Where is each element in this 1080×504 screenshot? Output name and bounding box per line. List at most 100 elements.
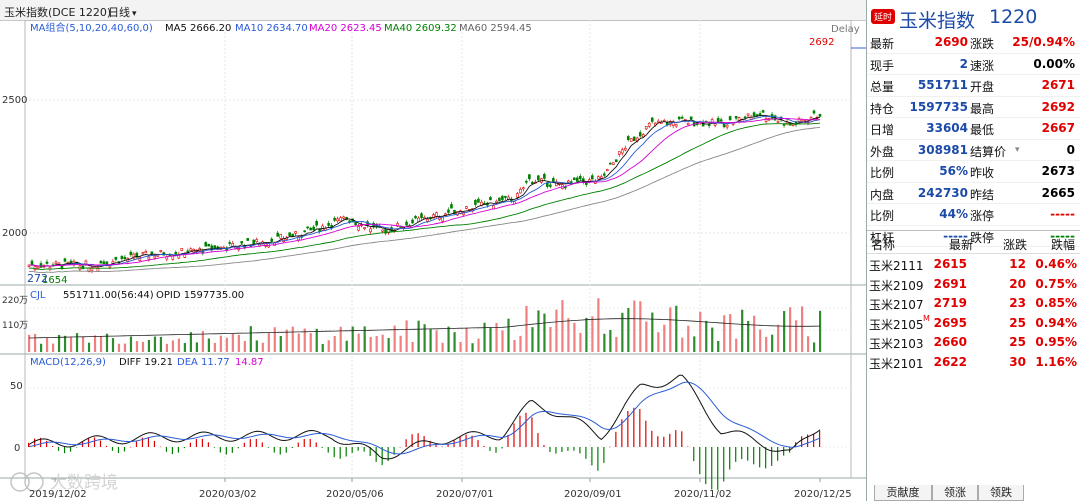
- quote-row: 日增 33604 最低 2667: [867, 118, 1080, 140]
- volume-bar: [807, 336, 810, 352]
- candle-body: [650, 117, 654, 122]
- macd-bar: [183, 447, 186, 449]
- quote-label: 日增: [870, 123, 895, 137]
- col-name[interactable]: 名称: [871, 238, 896, 252]
- bottom-tabs: 贡献度 领涨 领跌: [866, 485, 1080, 501]
- macd-bar: [39, 437, 42, 447]
- volume-bar: [795, 320, 798, 352]
- macd-bar: [447, 444, 449, 447]
- volume-bar: [261, 342, 264, 352]
- quote-value: 0: [1066, 142, 1075, 157]
- ma-legend: MA组合(5,10,20,40,60,0) MA5 2666.20 MA10 2…: [30, 21, 532, 34]
- contract-row[interactable]: 玉米2103 2660 25 0.95%: [867, 332, 1080, 352]
- price-panel: [24, 19, 852, 286]
- macd-bar: [669, 433, 671, 447]
- contract-row[interactable]: 玉米2101 2622 30 1.16%: [867, 352, 1080, 372]
- candle-body: [102, 261, 106, 265]
- tab-leading-down[interactable]: 领跌: [978, 485, 1024, 501]
- macd-bar: [285, 447, 287, 453]
- tab-contribution[interactable]: 贡献度: [874, 485, 932, 501]
- tab-leading-up[interactable]: 领涨: [932, 485, 978, 501]
- contract-name: 玉米2101: [869, 356, 924, 371]
- contract-row[interactable]: 玉米2111 2615 12 0.46%: [867, 254, 1080, 274]
- macd-bar: [189, 442, 191, 447]
- candle-body: [465, 206, 468, 209]
- volume-bar: [819, 310, 822, 352]
- candle-body: [231, 242, 235, 247]
- col-last[interactable]: 最新: [949, 238, 974, 252]
- candle-body: [336, 218, 339, 222]
- volume-bar: [525, 305, 528, 352]
- candle-body: [339, 217, 342, 222]
- volume-label[interactable]: CJL: [30, 290, 46, 301]
- quote-value: 242730: [917, 185, 968, 200]
- macd-bar: [555, 447, 557, 454]
- macd-tick-0: 0: [14, 443, 20, 454]
- macd-bar: [411, 434, 413, 447]
- quote-value: 33604: [926, 121, 968, 135]
- macd-bar: [363, 447, 365, 452]
- candle-body: [306, 226, 309, 229]
- contract-row[interactable]: 玉米2105 M 2695 25 0.94%: [867, 313, 1080, 333]
- candle-body: [734, 116, 738, 119]
- volume-bar: [507, 318, 510, 352]
- contract-row[interactable]: 玉米2109 2691 20 0.75%: [867, 274, 1080, 294]
- contract-row[interactable]: 玉米2107 2719 23 0.85%: [867, 293, 1080, 313]
- quote-value: 308981: [917, 142, 968, 157]
- col-pct[interactable]: 跌幅: [1051, 238, 1076, 252]
- volume-bar: [579, 332, 582, 352]
- volume-bars: [28, 298, 822, 352]
- watermark: 大数跨境: [10, 472, 118, 493]
- macd-bar: [753, 447, 755, 465]
- candle-body: [384, 229, 387, 234]
- candle-body: [674, 123, 678, 127]
- macd-bar: [681, 431, 683, 447]
- macd-tick-50: 50: [10, 381, 23, 392]
- volume-bar: [225, 337, 228, 352]
- volume-bar: [105, 333, 109, 352]
- macd-bar: [663, 436, 665, 447]
- macd-bar: [771, 447, 773, 466]
- low-price-label-right: 1654: [42, 275, 67, 286]
- candle-body: [579, 175, 582, 180]
- candle-body: [414, 216, 417, 219]
- contract-name: 玉米2103: [869, 337, 924, 351]
- volume-bar: [435, 330, 438, 352]
- candle-body: [153, 255, 157, 259]
- quote-label: 开盘: [970, 80, 995, 94]
- volume-bar: [621, 312, 624, 352]
- kline-chart-area[interactable]: MA组合(5,10,20,40,60,0) MA5 2666.20 MA10 2…: [0, 19, 866, 501]
- macd-bar: [801, 436, 803, 447]
- ma-group-label[interactable]: MA组合(5,10,20,40,60,0): [30, 21, 153, 34]
- candle-body: [90, 267, 94, 272]
- quote-value: -----: [1050, 207, 1075, 221]
- candle-body: [620, 149, 624, 154]
- quote-value: 2667: [1041, 121, 1075, 135]
- volume-bar: [717, 340, 720, 352]
- macd-bar: [69, 447, 72, 452]
- candle-body: [435, 212, 438, 217]
- macd-bar: [645, 420, 647, 447]
- candle-body: [677, 116, 681, 120]
- volume-bar: [747, 320, 750, 352]
- macd-bar: [273, 447, 275, 453]
- volume-bar: [135, 341, 139, 352]
- volume-bar: [195, 342, 198, 352]
- col-change[interactable]: 涨跌: [1003, 238, 1028, 252]
- quote-label: 比例: [870, 209, 895, 223]
- candle-body: [647, 122, 651, 127]
- volume-bar: [567, 318, 570, 352]
- macd-bar: [177, 447, 180, 453]
- candle-body: [570, 181, 573, 184]
- chevron-down-icon[interactable]: ▾: [1015, 144, 1020, 155]
- macd-label[interactable]: MACD(12,26,9): [30, 357, 106, 368]
- candle-body: [405, 221, 408, 226]
- contract-name: 玉米2111: [869, 259, 924, 273]
- kline-chart-svg[interactable]: MA组合(5,10,20,40,60,0) MA5 2666.20 MA10 2…: [0, 19, 866, 501]
- quote-row: 持仓 1597735 最高 2692: [867, 97, 1080, 118]
- candle-body: [611, 162, 615, 165]
- candle-body: [689, 116, 693, 120]
- quote-value: 56%: [939, 164, 968, 178]
- volume-bar: [273, 327, 276, 352]
- period-selector[interactable]: 日线 ▾: [108, 4, 137, 20]
